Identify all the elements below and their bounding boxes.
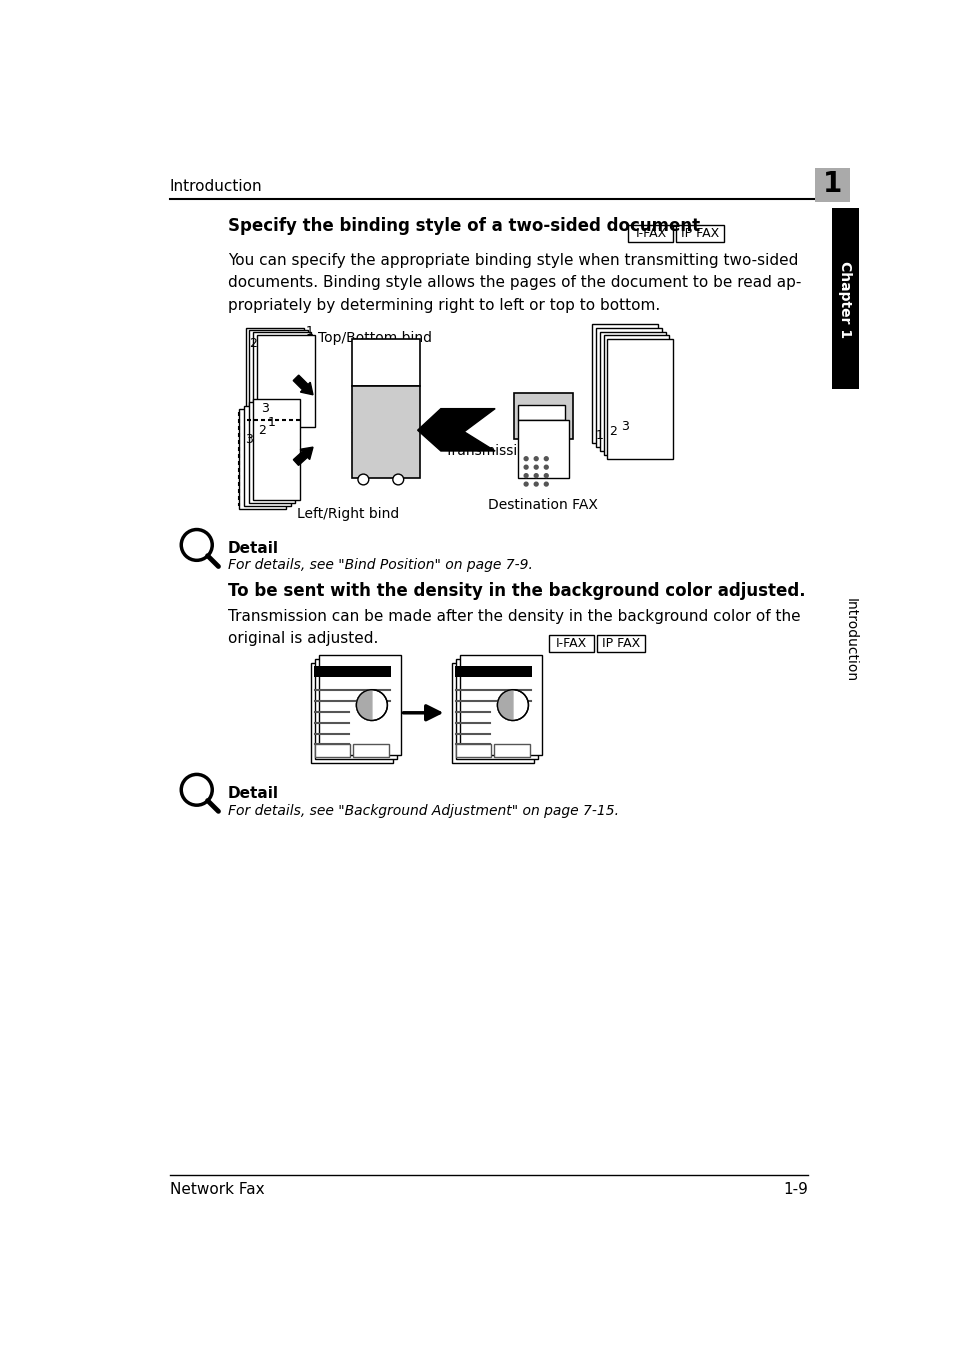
Circle shape: [544, 473, 548, 477]
Bar: [603, 335, 669, 454]
Bar: [456, 658, 537, 758]
Bar: [456, 745, 491, 757]
Bar: [459, 654, 541, 756]
Text: 3: 3: [245, 433, 253, 446]
Bar: [257, 335, 315, 427]
Text: Transmission can be made after the density in the background color of the
origin: Transmission can be made after the densi…: [228, 608, 800, 646]
Circle shape: [523, 465, 528, 469]
Text: Detail: Detail: [228, 786, 278, 802]
Bar: [452, 662, 534, 763]
Text: 2: 2: [608, 426, 617, 438]
Circle shape: [523, 483, 528, 485]
Bar: [628, 224, 673, 242]
Text: Left/Right bind: Left/Right bind: [297, 507, 399, 521]
Circle shape: [497, 690, 528, 721]
Text: Destination FAX: Destination FAX: [488, 498, 598, 512]
Text: 2: 2: [249, 337, 257, 350]
Circle shape: [544, 483, 548, 485]
Bar: [352, 385, 419, 479]
Bar: [831, 208, 858, 389]
Text: Chapter 1: Chapter 1: [838, 261, 852, 338]
Text: Specify the binding style of a two-sided document: Specify the binding style of a two-sided…: [228, 218, 700, 235]
Text: Introduction: Introduction: [170, 180, 262, 195]
Bar: [596, 327, 661, 448]
Circle shape: [181, 530, 212, 560]
Text: 1: 1: [267, 416, 274, 429]
Text: IP FAX: IP FAX: [601, 637, 639, 650]
Bar: [352, 339, 419, 385]
Circle shape: [357, 475, 369, 485]
Text: To be sent with the density in the background color adjusted.: To be sent with the density in the backg…: [228, 583, 804, 600]
Text: For details, see "Bind Position" on page 7-9.: For details, see "Bind Position" on page…: [228, 558, 532, 572]
Text: 2: 2: [257, 423, 266, 437]
Text: Top/Bottom bind: Top/Bottom bind: [317, 331, 431, 345]
Text: You can specify the appropriate binding style when transmitting two-sided
docume: You can specify the appropriate binding …: [228, 253, 801, 312]
Text: Transmission: Transmission: [444, 443, 534, 458]
Text: 3: 3: [620, 420, 629, 433]
Bar: [517, 420, 568, 479]
Bar: [514, 393, 572, 439]
Bar: [244, 406, 291, 506]
Text: IP FAX: IP FAX: [679, 227, 719, 239]
Bar: [311, 662, 393, 763]
Bar: [249, 403, 294, 503]
Circle shape: [534, 473, 537, 477]
Text: I-FAX: I-FAX: [556, 637, 587, 650]
Circle shape: [534, 483, 537, 485]
Bar: [239, 408, 286, 508]
Circle shape: [523, 457, 528, 461]
Bar: [675, 224, 723, 242]
Bar: [592, 324, 658, 443]
Text: Introduction: Introduction: [843, 598, 857, 681]
Bar: [314, 745, 350, 757]
Bar: [599, 331, 665, 452]
Bar: [314, 665, 390, 676]
FancyArrow shape: [293, 375, 313, 395]
Text: 1: 1: [306, 324, 314, 338]
Bar: [319, 654, 400, 756]
Circle shape: [534, 457, 537, 461]
Circle shape: [356, 690, 387, 721]
Bar: [249, 330, 307, 423]
Wedge shape: [356, 690, 372, 721]
Text: I-FAX: I-FAX: [635, 227, 666, 239]
Text: For details, see "Background Adjustment" on page 7-15.: For details, see "Background Adjustment"…: [228, 803, 618, 818]
Circle shape: [544, 465, 548, 469]
Bar: [455, 665, 531, 676]
FancyArrow shape: [293, 448, 313, 465]
Polygon shape: [417, 408, 495, 452]
Text: 3: 3: [261, 402, 269, 415]
Bar: [253, 399, 299, 499]
Circle shape: [181, 775, 212, 806]
Bar: [253, 333, 311, 425]
Circle shape: [534, 465, 537, 469]
Wedge shape: [497, 690, 513, 721]
Bar: [494, 745, 530, 757]
Circle shape: [523, 473, 528, 477]
Bar: [353, 745, 389, 757]
Circle shape: [544, 457, 548, 461]
Bar: [245, 327, 303, 420]
Bar: [815, 168, 849, 203]
Text: Network Fax: Network Fax: [170, 1182, 264, 1197]
Bar: [315, 658, 396, 758]
Text: 1: 1: [821, 170, 841, 197]
Bar: [607, 339, 673, 458]
Text: 1-9: 1-9: [782, 1182, 807, 1197]
Text: Detail: Detail: [228, 541, 278, 556]
Circle shape: [393, 475, 403, 485]
Text: 1: 1: [596, 429, 603, 442]
Bar: [549, 635, 594, 652]
Bar: [596, 635, 644, 652]
Bar: [517, 404, 564, 420]
